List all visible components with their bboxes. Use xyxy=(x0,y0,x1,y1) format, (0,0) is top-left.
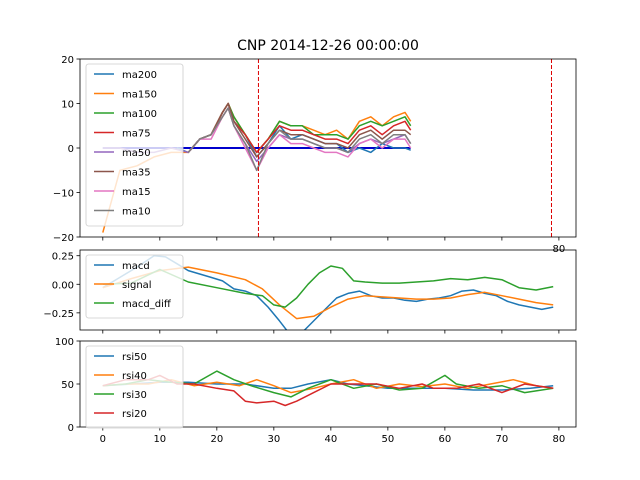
series-line-macd_diff xyxy=(102,265,554,308)
series-line-ma10 xyxy=(187,107,412,172)
y-tick-label: 50 xyxy=(61,380,74,391)
x-tick-label: 10 xyxy=(153,434,166,445)
legend-label-ma150: ma150 xyxy=(122,90,157,101)
y-tick-label: 0.00 xyxy=(52,280,74,291)
x-tick-label: 80 xyxy=(553,244,566,255)
x-tick-label: 30 xyxy=(267,434,280,445)
legend: macd signal macd_diff xyxy=(85,254,184,319)
y-tick-label: 10 xyxy=(61,100,74,111)
legend: rsi50 rsi40 rsi30 rsi20 xyxy=(85,345,184,429)
legend-label-macd_diff: macd_diff xyxy=(122,299,172,310)
legend-label-ma75: ma75 xyxy=(122,129,151,140)
x-tick-label: 20 xyxy=(210,434,223,445)
x-tick-label: 50 xyxy=(381,434,394,445)
y-tick-label: 0.25 xyxy=(52,252,74,263)
legend-label-ma35: ma35 xyxy=(122,168,151,179)
legend: ma200 ma150 ma100 ma75 ma50 ma35 ma15 ma10 xyxy=(85,63,184,227)
x-tick-label: 80 xyxy=(553,434,566,445)
y-tick-label: 0 xyxy=(68,423,74,434)
legend-box xyxy=(85,345,184,429)
legend-label-ma100: ma100 xyxy=(122,109,157,120)
legend-label-signal: signal xyxy=(122,280,152,291)
macd-panel: −0.25 0.00 0.25 macd signal macd_diff xyxy=(43,249,577,334)
legend-label-ma15: ma15 xyxy=(122,187,151,198)
x-tick-label: 60 xyxy=(439,434,452,445)
axes-frame xyxy=(79,249,577,331)
x-tick-label: 0 xyxy=(100,434,106,445)
series-line-signal xyxy=(102,266,554,320)
legend-label-rsi50: rsi50 xyxy=(122,352,147,363)
legend-label-ma50: ma50 xyxy=(122,148,151,159)
legend-label-rsi40: rsi40 xyxy=(122,371,147,382)
legend-label-rsi20: rsi20 xyxy=(122,409,147,420)
y-tick-label: −10 xyxy=(53,189,74,200)
y-tick-label: 100 xyxy=(55,337,74,348)
legend-label-macd: macd xyxy=(122,261,150,272)
y-tick-label: −20 xyxy=(53,233,74,244)
x-tick-label: 70 xyxy=(496,434,509,445)
series-line-ma35 xyxy=(187,102,412,158)
y-tick-label: −0.25 xyxy=(43,309,74,320)
moving-averages-panel: −20 −10 0 10 20 80 ma200 ma150 ma100 ma75 ma50 ma35… xyxy=(53,55,577,255)
x-tick-label: 40 xyxy=(324,434,337,445)
legend-box xyxy=(85,63,184,227)
legend-label-ma200: ma200 xyxy=(122,70,157,81)
legend-label-rsi30: rsi30 xyxy=(122,390,147,401)
legend-label-ma10: ma10 xyxy=(122,207,151,218)
y-tick-label: 0 xyxy=(68,144,74,155)
plot-area xyxy=(102,254,554,330)
y-tick-label: 20 xyxy=(61,55,74,66)
chart-title: CNP 2014-12-26 00:00:00 xyxy=(237,38,419,54)
